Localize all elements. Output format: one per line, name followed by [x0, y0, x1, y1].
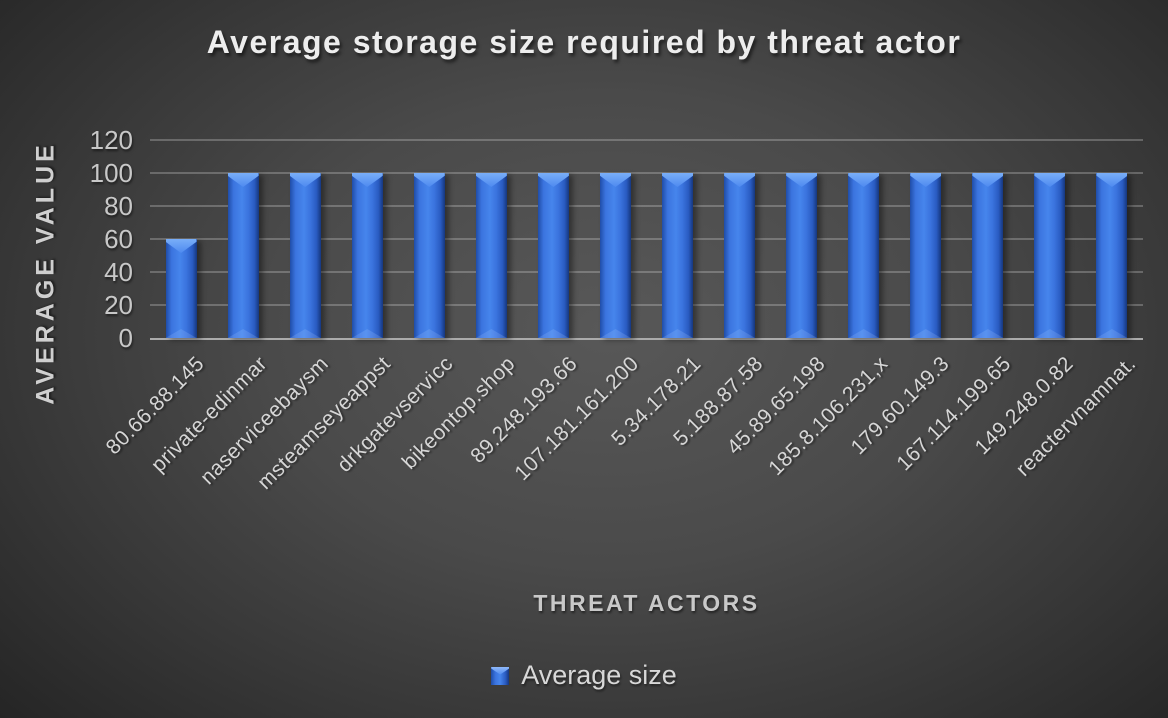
x-axis-title: THREAT ACTORS: [533, 590, 760, 616]
bar-naserviceebaysm: [289, 173, 321, 338]
bar-private-edinmar: [227, 173, 259, 338]
y-tick-label: 40: [104, 257, 133, 287]
legend-label: Average size: [521, 660, 677, 690]
gridline: [150, 271, 1143, 273]
bar-bikeontop.shop: [475, 173, 507, 338]
y-tick-label: 80: [104, 191, 133, 221]
gridline: [150, 304, 1143, 306]
bar-45.89.65.198: [786, 173, 818, 338]
bar-reactervnamnat.: [1096, 173, 1128, 338]
bar-185.8.106.231,x: [848, 173, 880, 338]
bar-179.60.149.3: [910, 173, 942, 338]
bar-167.114.199.65: [972, 173, 1004, 338]
plot-area: [150, 139, 1143, 340]
chart-title: Average storage size required by threat …: [206, 24, 962, 60]
bar-msteamseyeappst: [351, 173, 383, 338]
gridline: [150, 205, 1143, 207]
bar-149.248.0.82: [1034, 173, 1066, 338]
bar-80.66.88.145: [165, 239, 197, 338]
x-tick-label: bikeontop.shop: [397, 352, 520, 474]
gridline: [150, 238, 1143, 240]
y-tick-label: 20: [104, 290, 133, 320]
y-tick-label: 120: [89, 125, 133, 155]
legend: Average size: [0, 660, 1168, 691]
y-tick-label: 100: [89, 158, 133, 188]
bar-107.181.161.200: [599, 173, 631, 338]
y-tick-label: 60: [104, 224, 133, 254]
y-tick-label: 0: [118, 323, 133, 353]
x-tick-label: 89.248.193.66: [465, 352, 582, 468]
bar-5.34.178.21: [662, 173, 694, 338]
gridline: [150, 172, 1143, 174]
bar-5.188.87.58: [724, 173, 756, 338]
gridline: [150, 139, 1143, 141]
bar-drkgatevservicc: [413, 173, 445, 338]
bar-89.248.193.66: [537, 173, 569, 338]
legend-swatch-icon: [491, 666, 510, 685]
